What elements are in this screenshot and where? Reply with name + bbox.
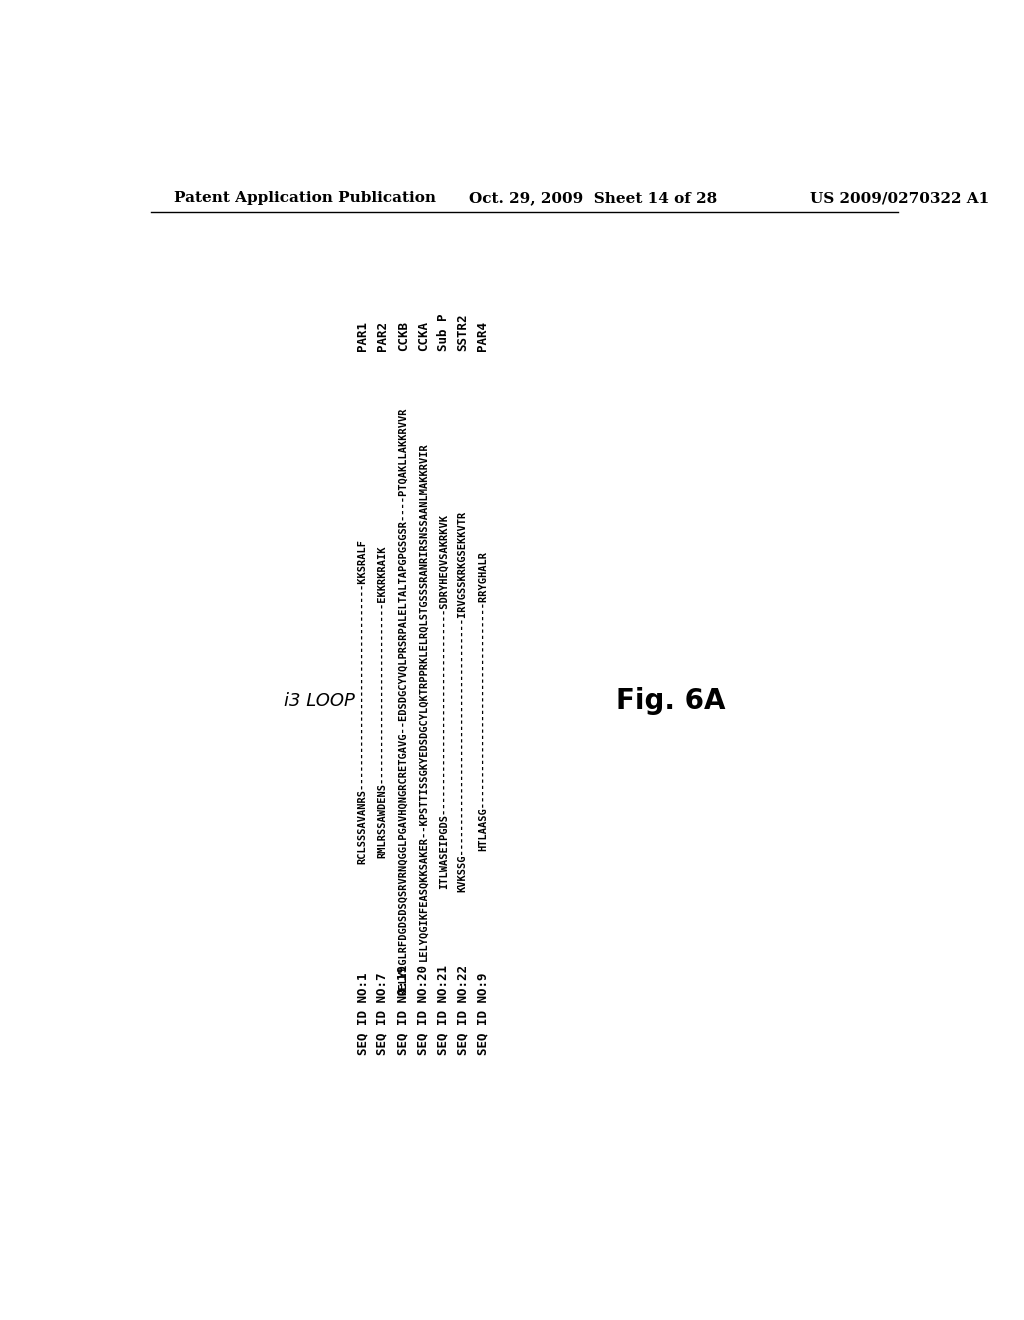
Text: ITLWASEIPGDS---------------------------------SDRYHEQVSAKRKVK: ITLWASEIPGDS----------------------------…	[438, 513, 449, 888]
Text: KVKSSG--------------------------------------IRVGSSKRKGSEKKVTR: KVKSSG----------------------------------…	[458, 511, 468, 892]
Text: HTLAASG---------------------------------RRYGHALR: HTLAASG---------------------------------…	[478, 552, 488, 851]
Text: PAR4: PAR4	[476, 321, 489, 351]
Text: i3 LOOP: i3 LOOP	[284, 692, 355, 710]
Text: SSTR2: SSTR2	[457, 313, 469, 351]
Text: RCLSSSAVANRS---------------------------------KKSRALF: RCLSSSAVANRS----------------------------…	[357, 539, 368, 863]
Text: RELYLGLRFDGDSDSQSRVRNQGGLPGAVHQNGRCRETGAVG--EDSDGCYVQLPRSRPALELTALTAPGPGSGSR----: RELYLGLRFDGDSDSQSRVRNQGGLPGAVHQNGRCRETGA…	[398, 408, 409, 995]
Text: Sub P: Sub P	[437, 313, 450, 351]
Text: Patent Application Publication: Patent Application Publication	[174, 191, 436, 206]
Text: RMLRSSAWDENS-----------------------------EKKRKRAIK: RMLRSSAWDENS----------------------------…	[377, 545, 387, 858]
Text: SEQ ID NO:22: SEQ ID NO:22	[457, 965, 469, 1056]
Text: SEQ ID NO:7: SEQ ID NO:7	[376, 973, 389, 1056]
Text: CCKA: CCKA	[417, 321, 430, 351]
Text: Fig. 6A: Fig. 6A	[615, 688, 725, 715]
Text: SEQ ID NO:9: SEQ ID NO:9	[476, 973, 489, 1056]
Text: SEQ ID NO:1: SEQ ID NO:1	[356, 973, 370, 1056]
Text: SEQ ID NO:20: SEQ ID NO:20	[417, 965, 430, 1056]
Text: SEQ ID NO:19: SEQ ID NO:19	[396, 965, 410, 1056]
Text: CCKB: CCKB	[396, 321, 410, 351]
Text: PAR1: PAR1	[356, 321, 370, 351]
Text: PAR2: PAR2	[376, 321, 389, 351]
Text: SEQ ID NO:21: SEQ ID NO:21	[437, 965, 450, 1056]
Text: US 2009/0270322 A1: US 2009/0270322 A1	[810, 191, 989, 206]
Text: LELYQGIKFEASQKKSAKER--KPSTTISSGKYEDSDGCYLQKTRPPRKLELRQLSTGSSSRANRIRSNSSAANLMAKKR: LELYQGIKFEASQKKSAKER--KPSTTISSGKYEDSDGCY…	[418, 442, 428, 961]
Text: Oct. 29, 2009  Sheet 14 of 28: Oct. 29, 2009 Sheet 14 of 28	[469, 191, 717, 206]
